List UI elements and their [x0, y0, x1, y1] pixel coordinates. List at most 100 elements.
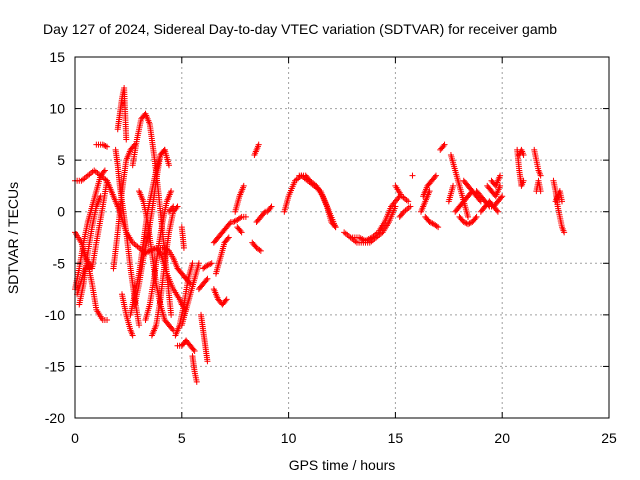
- data-point: [237, 214, 244, 221]
- data-point: [136, 322, 143, 329]
- data-track-arc-ac: [212, 234, 232, 277]
- data-track-arc-aw: [445, 182, 457, 205]
- data-point: [226, 220, 233, 227]
- data-point: [101, 142, 108, 149]
- data-track-arc-bd: [484, 182, 504, 200]
- data-track-arc-am: [296, 172, 339, 231]
- y-tick-label: 5: [57, 152, 65, 168]
- data-track-arc-bk: [552, 188, 566, 205]
- data-point: [440, 142, 447, 149]
- data-track-arc-az: [456, 213, 480, 228]
- data-point: [204, 358, 211, 365]
- data-point: [180, 244, 187, 251]
- data-point: [537, 188, 544, 195]
- data-point: [240, 182, 247, 189]
- x-tick-label: 10: [281, 430, 297, 446]
- data-track-arc-av: [437, 141, 448, 153]
- data-track-arc-t: [172, 260, 196, 339]
- data-point: [242, 213, 249, 220]
- data-track-arc-at: [422, 213, 442, 231]
- data-point: [222, 297, 229, 304]
- y-tick-label: -15: [45, 358, 65, 374]
- data-track-arc-bj: [550, 177, 568, 236]
- data-track-arc-aj: [253, 208, 269, 226]
- data-track-arc-ao: [349, 193, 403, 244]
- data-point: [123, 136, 130, 143]
- data-point: [428, 219, 434, 226]
- data-point: [255, 141, 262, 148]
- data-point: [225, 234, 232, 241]
- data-point: [169, 204, 176, 211]
- data-point: [472, 215, 479, 222]
- data-point: [432, 172, 439, 179]
- data-track-arc-x: [189, 353, 200, 385]
- data-point: [305, 176, 312, 183]
- data-track-arc-bc: [477, 198, 501, 215]
- data-point: [409, 172, 416, 179]
- data-track-arc-y: [198, 311, 211, 365]
- data-track-arc-ar: [409, 172, 416, 179]
- data-track-arc-ad: [210, 219, 234, 246]
- data-point: [261, 210, 268, 217]
- data-track-arc-aq: [396, 203, 414, 220]
- data-point: [493, 207, 500, 214]
- y-tick-label: 0: [57, 204, 65, 220]
- data-track-arc-ae: [230, 213, 249, 226]
- data-point: [168, 311, 175, 318]
- data-track-arc-bh: [531, 146, 544, 179]
- data-point: [100, 168, 107, 175]
- data-point: [268, 203, 275, 210]
- data-track-arc-m: [131, 146, 172, 308]
- y-tick-label: -5: [53, 255, 66, 271]
- data-point: [104, 177, 111, 184]
- data-track-arc-v: [183, 337, 198, 354]
- x-tick-label: 20: [494, 430, 510, 446]
- data-point: [101, 167, 108, 174]
- data-point: [169, 326, 176, 333]
- data-track-arc-ai: [251, 141, 262, 158]
- y-tick-label: -10: [45, 307, 65, 323]
- data-point: [237, 228, 244, 235]
- data-point: [205, 261, 212, 268]
- chart-title: Day 127 of 2024, Sidereal Day-to-day VTE…: [43, 21, 557, 37]
- grid-lines: [75, 57, 609, 418]
- data-point: [168, 188, 175, 195]
- data-point: [104, 317, 111, 324]
- data-point: [435, 224, 442, 231]
- data-point: [208, 260, 215, 267]
- data-point: [431, 173, 438, 180]
- data-point: [97, 193, 104, 200]
- data-point: [450, 182, 457, 189]
- data-point: [407, 203, 414, 210]
- data-point: [129, 332, 136, 339]
- data-point: [433, 223, 440, 230]
- data-track-arc-i: [112, 146, 143, 329]
- data-point: [462, 219, 469, 226]
- data-track-arc-e: [76, 193, 104, 308]
- x-tick-label: 0: [71, 430, 79, 446]
- y-axis-label: SDTVAR / TECUs: [5, 182, 21, 294]
- data-track-arc-af: [232, 182, 247, 215]
- data-track-arc-w: [178, 224, 187, 251]
- data-point: [267, 204, 274, 211]
- data-point: [473, 213, 480, 220]
- data-point: [195, 260, 202, 267]
- data-track-arc-u: [178, 260, 202, 329]
- data-track-arc-n: [136, 188, 177, 334]
- data-point: [405, 198, 412, 205]
- data-point: [520, 151, 527, 158]
- data-point: [561, 229, 568, 236]
- data-track-arc-be: [488, 172, 504, 189]
- data-point: [399, 210, 406, 217]
- y-tick-label: 10: [49, 101, 65, 117]
- data-point: [223, 296, 230, 303]
- data-point: [332, 224, 339, 231]
- y-tick-label: 15: [49, 49, 65, 65]
- data-point: [494, 208, 501, 215]
- data-track-arc-bf: [514, 146, 527, 189]
- axis-ticks: 0 5 10 15 20 25 -20 -15 -10 -5 0 5 10 15: [45, 49, 617, 446]
- data-point: [231, 218, 238, 225]
- data-point: [191, 347, 198, 354]
- data-point: [165, 162, 172, 169]
- data-point: [559, 198, 566, 205]
